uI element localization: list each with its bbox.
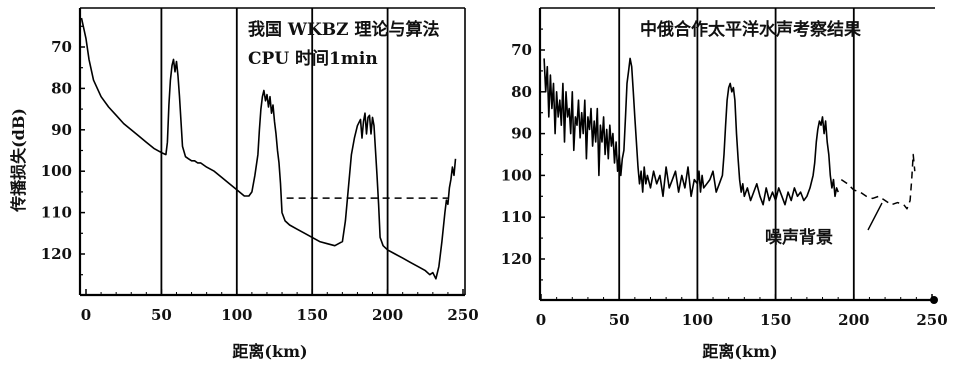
right-ytick-label-80: 80 (511, 83, 532, 101)
left-xtick-label-0: 0 (81, 306, 91, 324)
right-xtick-label-150: 150 (760, 311, 791, 329)
left-ytick-label-80: 80 (51, 79, 72, 97)
right-x-ticks: 0 50 100 150 200 250 (536, 294, 948, 329)
left-xtick-label-250: 250 (447, 306, 478, 324)
left-series (80, 17, 457, 280)
right-annotation-1: 中俄合作太平洋水声考察结果 (640, 19, 861, 40)
right-xtick-label-50: 50 (609, 311, 630, 329)
left-xtick-label-50: 50 (151, 306, 172, 324)
right-vertical-lines (618, 8, 855, 300)
right-ytick-label-110: 110 (501, 208, 532, 226)
right-annotation-2: 噪声背景 (765, 227, 833, 248)
right-xtick-label-100: 100 (682, 311, 713, 329)
right-xtick-label-250: 250 (916, 311, 947, 329)
left-vertical-lines (160, 8, 389, 295)
left-xtick-label-200: 200 (372, 306, 403, 324)
right-annotation-pointer (867, 202, 883, 231)
left-xtick-label-100: 100 (221, 306, 252, 324)
left-ytick-label-110: 110 (41, 204, 72, 222)
left-ytick-label-70: 70 (51, 38, 72, 56)
left-series-0-solid (80, 17, 457, 280)
right-xtick-label-0: 0 (536, 311, 546, 329)
right-ytick-label-100: 100 (501, 166, 532, 184)
right-x-axis-title: 距离(km) (702, 342, 777, 361)
left-ytick-label-90: 90 (51, 121, 72, 139)
right-axis-end-marker (930, 296, 938, 304)
right-xtick-label-200: 200 (838, 311, 869, 329)
chart-right: 70 80 90 100 110 120 0 50 100 150 200 250 中俄合作太平洋水… (501, 7, 948, 361)
left-ytick-label-100: 100 (41, 162, 72, 180)
right-y-ticks: 70 80 90 100 110 120 (501, 28, 545, 281)
right-ytick-label-90: 90 (511, 125, 532, 143)
right-ytick-label-70: 70 (511, 41, 532, 59)
left-xtick-label-150: 150 (297, 306, 328, 324)
left-y-axis-title: 传播损失(dB) (9, 108, 28, 213)
left-y-ticks: 70 80 90 100 110 120 (41, 25, 85, 276)
left-annotation-1: 我国 WKBZ 理论与算法 (248, 19, 439, 40)
left-annotation-2: CPU 时间1min (248, 48, 378, 69)
right-series-0-solid (543, 57, 839, 206)
right-series (543, 57, 916, 210)
chart-left: 70 80 90 100 110 120 0 50 100 150 200 250 我国 WKBZ … (9, 7, 479, 361)
left-ytick-label-120: 120 (41, 245, 72, 263)
right-series-1-dashed (840, 153, 916, 210)
left-x-ticks: 0 50 100 150 200 250 (81, 289, 479, 324)
right-ytick-label-120: 120 (501, 250, 532, 268)
left-x-axis-title: 距离(km) (232, 342, 307, 361)
